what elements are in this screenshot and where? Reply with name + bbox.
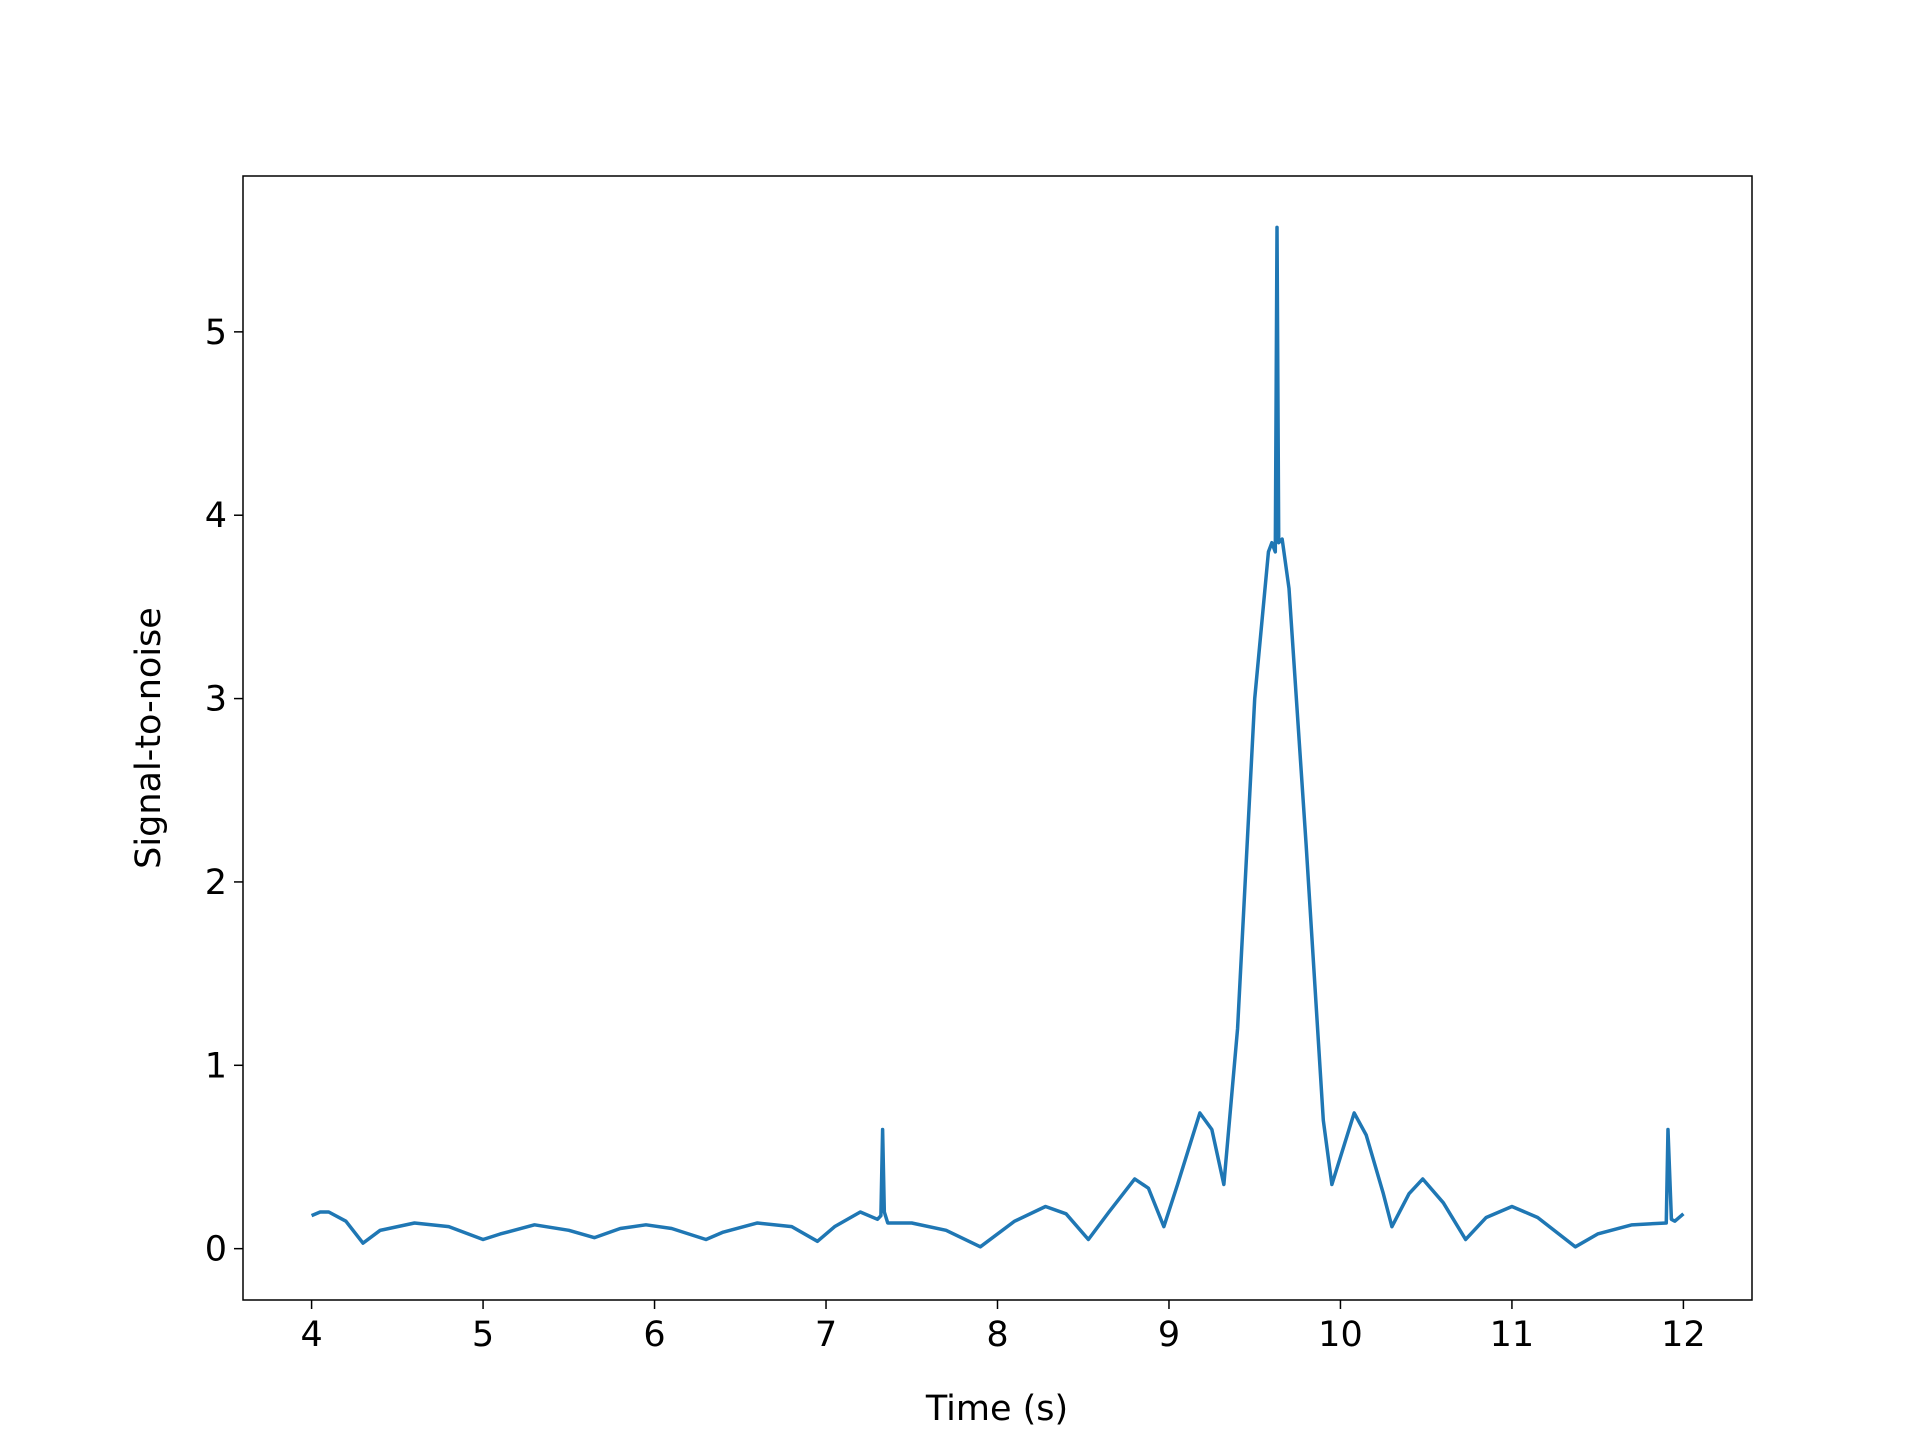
y-tick-label: 3 — [205, 680, 227, 720]
x-axis-label: Time (s) — [925, 1389, 1068, 1429]
x-tick-label: 4 — [300, 1315, 322, 1355]
x-tick-label: 12 — [1661, 1315, 1706, 1355]
y-tick-label: 4 — [205, 496, 227, 536]
x-tick-label: 7 — [815, 1315, 837, 1355]
y-tick-label: 2 — [205, 863, 227, 903]
y-axis-label: Signal-to-noise — [129, 607, 169, 869]
x-tick-label: 6 — [643, 1315, 665, 1355]
y-tick-label: 1 — [205, 1046, 227, 1086]
x-tick-label: 9 — [1158, 1315, 1180, 1355]
plot-frame — [242, 175, 1753, 1301]
x-tick-label: 11 — [1490, 1315, 1535, 1355]
x-tick-label: 8 — [986, 1315, 1008, 1355]
x-tick-label: 5 — [472, 1315, 494, 1355]
line-series — [310, 225, 1685, 1249]
y-tick-label: 5 — [205, 313, 227, 353]
x-tick-label: 10 — [1318, 1315, 1363, 1355]
y-tick-label: 0 — [205, 1230, 227, 1270]
